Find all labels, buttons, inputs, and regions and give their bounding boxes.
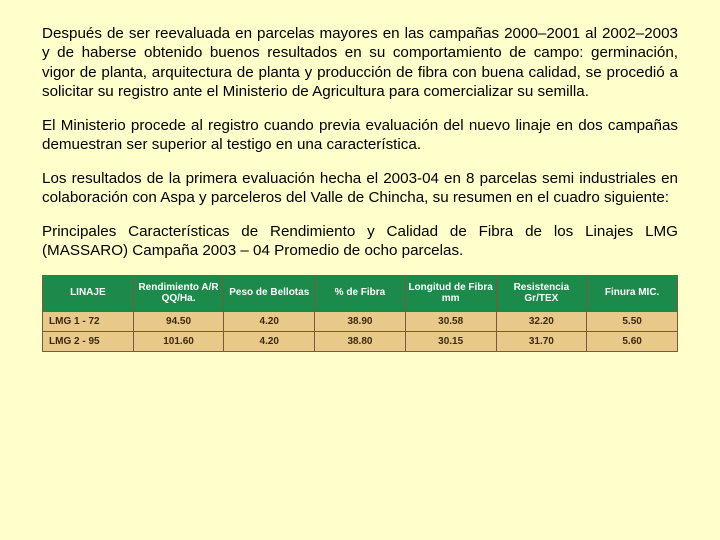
cell-value: 101.60 [133,331,224,351]
table-header-row: LINAJE Rendimiento A/R QQ/Ha. Peso de Be… [43,275,678,311]
cell-linaje: LMG 1 - 72 [43,311,134,331]
paragraph-4: Principales Características de Rendimien… [42,222,678,261]
cell-value: 32.20 [496,311,587,331]
cell-value: 38.90 [315,311,406,331]
paragraph-3: Los resultados de la primera evaluación … [42,169,678,208]
col-resistencia: Resistencia Gr/TEX [496,275,587,311]
cell-value: 38.80 [315,331,406,351]
col-finura: Finura MIC. [587,275,678,311]
cell-value: 4.20 [224,311,315,331]
col-fibra-pct: % de Fibra [315,275,406,311]
results-table: LINAJE Rendimiento A/R QQ/Ha. Peso de Be… [42,275,678,352]
cell-value: 94.50 [133,311,224,331]
cell-value: 4.20 [224,331,315,351]
table-row: LMG 1 - 72 94.50 4.20 38.90 30.58 32.20 … [43,311,678,331]
results-table-wrap: LINAJE Rendimiento A/R QQ/Ha. Peso de Be… [42,275,678,352]
cell-value: 30.58 [405,311,496,331]
cell-value: 5.50 [587,311,678,331]
col-linaje: LINAJE [43,275,134,311]
col-peso: Peso de Bellotas [224,275,315,311]
cell-linaje: LMG 2 - 95 [43,331,134,351]
cell-value: 5.60 [587,331,678,351]
paragraph-2: El Ministerio procede al registro cuando… [42,116,678,155]
col-rendimiento: Rendimiento A/R QQ/Ha. [133,275,224,311]
col-longitud: Longitud de Fibra mm [405,275,496,311]
cell-value: 30.15 [405,331,496,351]
cell-value: 31.70 [496,331,587,351]
paragraph-1: Después de ser reevaluada en parcelas ma… [42,24,678,102]
table-row: LMG 2 - 95 101.60 4.20 38.80 30.15 31.70… [43,331,678,351]
page: Después de ser reevaluada en parcelas ma… [0,0,720,362]
